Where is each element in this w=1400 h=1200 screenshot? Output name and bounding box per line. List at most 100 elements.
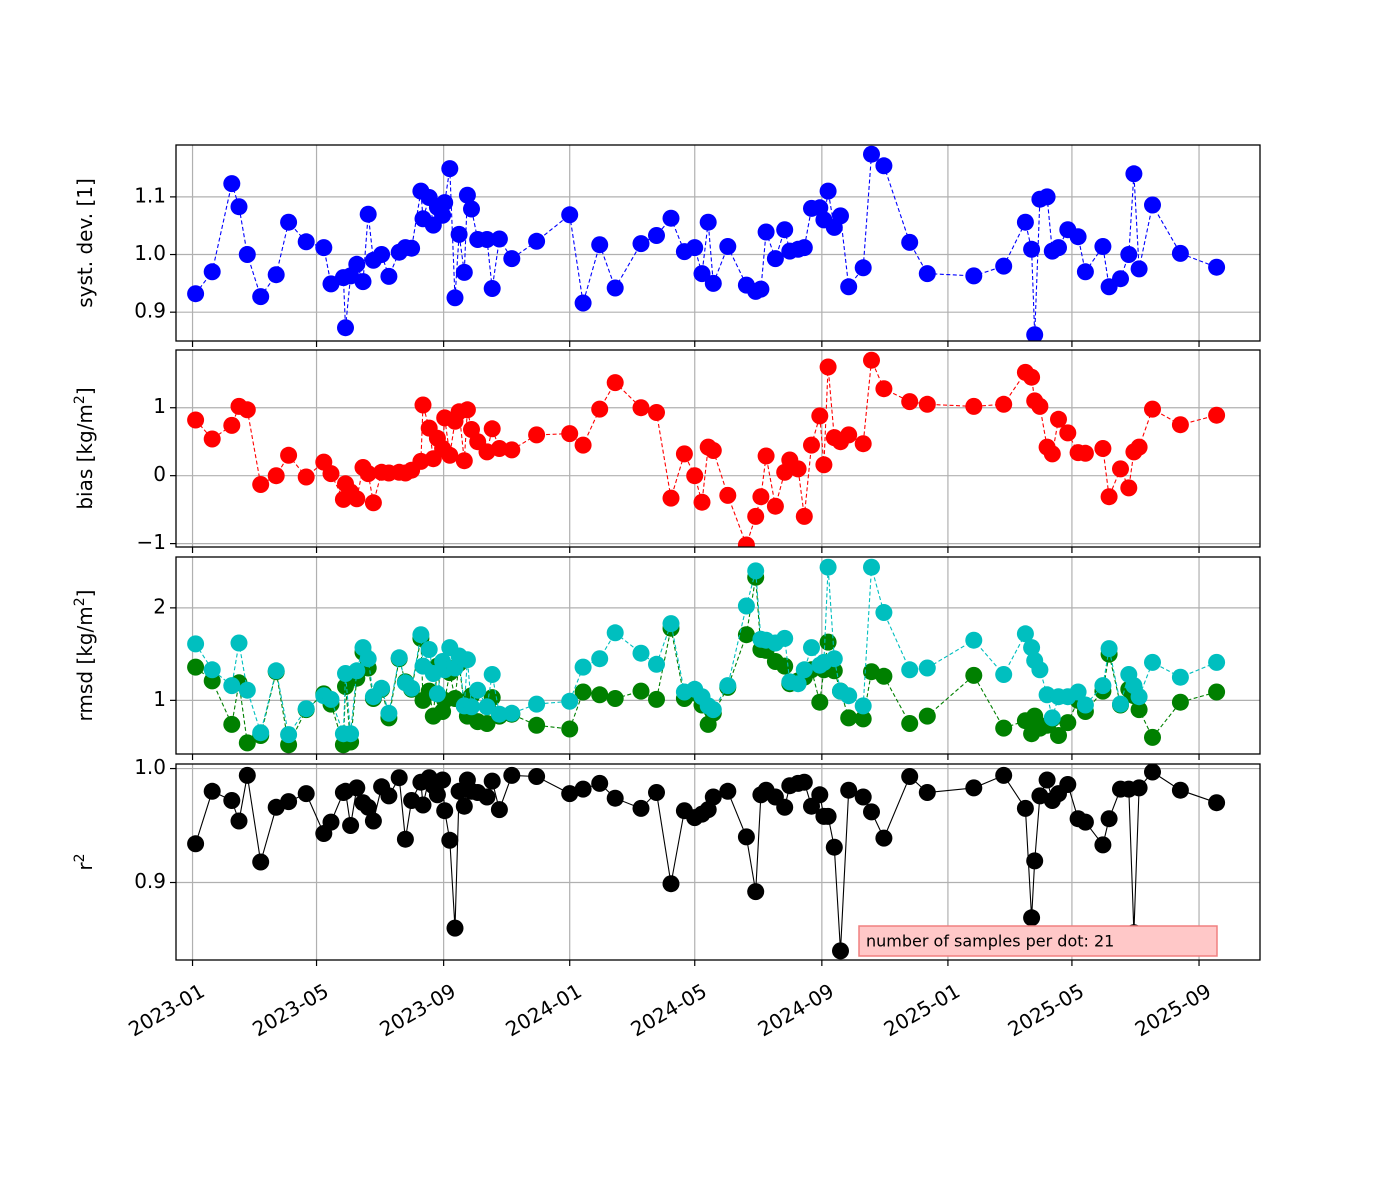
data-point <box>965 267 983 285</box>
panel-bias: −1 0 1 bias [kg/m2] <box>72 349 1261 554</box>
data-point <box>854 710 872 728</box>
data-point <box>1094 677 1112 695</box>
data-point <box>403 679 421 697</box>
data-point <box>483 772 501 790</box>
data-point <box>766 497 784 515</box>
y-tick-label: 2 <box>153 594 166 618</box>
data-point <box>414 396 432 414</box>
data-point <box>1144 764 1161 781</box>
data-point <box>1023 909 1041 927</box>
data-point <box>662 489 680 507</box>
data-point <box>648 655 665 673</box>
data-point <box>819 358 837 376</box>
data-point <box>918 265 936 283</box>
data-point <box>811 407 829 425</box>
data-point <box>632 235 650 253</box>
data-point <box>478 715 496 732</box>
data-point <box>337 319 354 337</box>
data-point <box>803 436 820 454</box>
data-point <box>901 715 919 732</box>
data-point <box>632 399 650 417</box>
data-point <box>528 232 546 250</box>
data-point <box>478 788 496 806</box>
data-point <box>901 661 919 679</box>
data-point <box>662 209 680 227</box>
data-point <box>1059 714 1077 732</box>
data-point <box>757 447 775 465</box>
data-point <box>1130 260 1148 278</box>
data-point <box>252 476 270 493</box>
data-point <box>503 441 521 459</box>
annotation: number of samples per dot: 21 <box>858 925 1218 957</box>
data-point <box>1130 688 1148 706</box>
data-point <box>875 829 893 847</box>
data-point <box>875 667 893 685</box>
data-point <box>591 650 609 668</box>
data-point <box>1144 400 1161 418</box>
data-point <box>995 257 1013 275</box>
data-point <box>364 494 382 512</box>
data-point <box>901 233 919 251</box>
axes-frame <box>175 144 1261 342</box>
data-point <box>901 768 919 785</box>
data-point <box>436 802 454 820</box>
data-point <box>380 704 398 722</box>
data-point <box>342 817 360 834</box>
data-point <box>223 792 241 809</box>
data-point <box>1094 836 1112 854</box>
y-tick-label: −1 <box>137 530 166 554</box>
data-point <box>528 426 546 444</box>
annotation-text: number of samples per dot: 21 <box>866 932 1114 951</box>
data-point <box>965 631 983 649</box>
data-point <box>699 213 717 231</box>
data-point <box>342 725 360 743</box>
data-point <box>752 488 770 506</box>
data-point <box>693 265 711 283</box>
data-point <box>776 657 794 675</box>
data-point <box>606 279 624 297</box>
y-tick-label: 1 <box>153 394 166 418</box>
data-point <box>995 719 1013 737</box>
data-point <box>704 274 722 292</box>
data-point <box>875 604 893 621</box>
data-point <box>528 768 546 785</box>
data-point <box>840 278 858 296</box>
data-point <box>789 460 807 478</box>
data-point <box>428 685 446 703</box>
data-point <box>203 661 221 679</box>
data-point <box>561 720 579 738</box>
data-point <box>815 456 833 474</box>
data-point <box>414 796 432 814</box>
data-point <box>686 467 704 485</box>
data-point <box>965 397 983 415</box>
data-point <box>280 446 298 464</box>
data-point <box>803 639 820 657</box>
data-point <box>1023 368 1041 386</box>
data-point <box>455 263 473 281</box>
annotation-box <box>858 925 1218 957</box>
data-point <box>187 411 205 429</box>
data-point <box>1100 640 1118 658</box>
series-bias-0 <box>187 351 1226 547</box>
data-point <box>1120 246 1138 263</box>
data-point <box>441 446 459 464</box>
y-tick-label: 1.1 <box>134 183 166 207</box>
data-point <box>840 687 858 705</box>
data-point <box>441 160 459 178</box>
data-point <box>648 404 665 421</box>
panel-r2: 0.9 1.0 r2 <box>72 755 1261 966</box>
data-point <box>832 942 849 960</box>
data-point <box>187 835 205 853</box>
data-point <box>1076 263 1094 281</box>
data-point <box>1100 488 1118 506</box>
data-point <box>854 697 872 715</box>
data-point <box>390 649 408 667</box>
data-point <box>918 784 936 801</box>
data-point <box>606 374 624 392</box>
data-point <box>662 615 680 633</box>
data-point <box>965 779 983 797</box>
data-point <box>819 807 837 825</box>
data-point <box>704 788 722 806</box>
data-point <box>446 919 464 937</box>
data-point <box>747 507 765 525</box>
